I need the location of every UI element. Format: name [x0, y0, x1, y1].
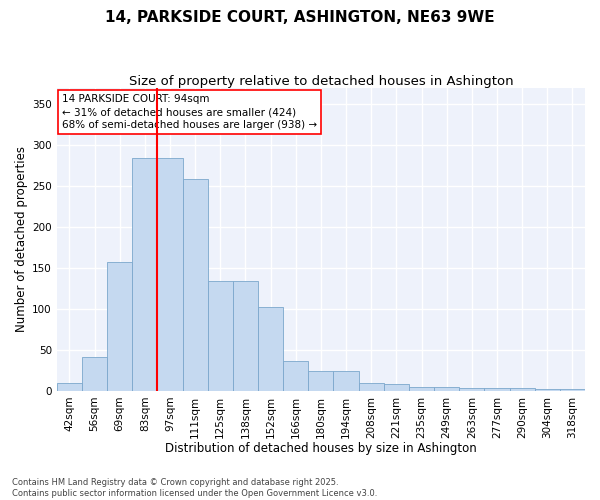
Title: Size of property relative to detached houses in Ashington: Size of property relative to detached ho… [128, 75, 513, 88]
Bar [82, 358, 107, 391]
Bar [384, 384, 409, 391]
Bar [258, 306, 283, 391]
Text: 14, PARKSIDE COURT, ASHINGTON, NE63 9WE: 14, PARKSIDE COURT, ASHINGTON, NE63 9WE [105, 10, 495, 25]
Bar [484, 388, 509, 391]
Bar [308, 371, 334, 391]
Bar [208, 281, 233, 391]
Bar [560, 389, 585, 391]
Bar [409, 387, 434, 391]
Y-axis label: Number of detached properties: Number of detached properties [15, 146, 28, 332]
Bar [157, 158, 182, 391]
Bar [434, 387, 459, 391]
Text: Contains HM Land Registry data © Crown copyright and database right 2025.
Contai: Contains HM Land Registry data © Crown c… [12, 478, 377, 498]
Bar [359, 384, 384, 391]
X-axis label: Distribution of detached houses by size in Ashington: Distribution of detached houses by size … [165, 442, 477, 455]
Bar [509, 388, 535, 391]
Bar [535, 389, 560, 391]
Bar [283, 362, 308, 391]
Bar [132, 158, 157, 391]
Text: 14 PARKSIDE COURT: 94sqm
← 31% of detached houses are smaller (424)
68% of semi-: 14 PARKSIDE COURT: 94sqm ← 31% of detach… [62, 94, 317, 130]
Bar [182, 179, 208, 391]
Bar [334, 371, 359, 391]
Bar [233, 281, 258, 391]
Bar [57, 384, 82, 391]
Bar [107, 262, 132, 391]
Bar [459, 388, 484, 391]
